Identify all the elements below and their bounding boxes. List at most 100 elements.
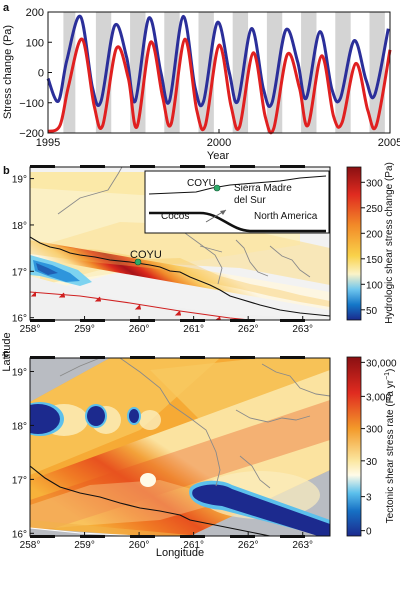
- panel_c-cb-label-5: 0: [366, 527, 372, 538]
- xtick-label-a-0: 1995: [36, 137, 60, 149]
- panel_b-lat-label-0: 19°: [12, 175, 27, 186]
- panel_b-lon-label-5: 263°: [292, 324, 313, 335]
- panel-a-ylabel: Stress change (Pa): [2, 25, 14, 119]
- panel_b-cb-label-3: 150: [366, 255, 383, 266]
- panel_b-lat-label-2: 17°: [12, 267, 27, 278]
- colorbar-c: [346, 356, 362, 537]
- panel_b-border-bottom-0: [30, 319, 55, 322]
- panel_c-border-top-0: [30, 356, 55, 359]
- panel_c-lat-label-1: 18°: [12, 421, 27, 432]
- inset-range-label: Sierra Madre: [234, 183, 292, 194]
- wet-band-6: [266, 12, 283, 133]
- colorbar-c-label: Tectonic shear stress rate (Pa yr−1): [384, 369, 396, 524]
- panel_b-border-top-2: [80, 165, 105, 168]
- wet-band-0: [63, 12, 76, 133]
- site-label-b: COYU: [130, 249, 162, 261]
- panel_c-cb-label-2: 300: [366, 425, 383, 436]
- panel_c-cb-label-0: 30,000: [366, 358, 397, 369]
- panel_c-border-top-10: [280, 356, 305, 359]
- xtick-label-a-1: 2000: [207, 137, 231, 149]
- panel_b-border-bottom-10: [280, 319, 305, 322]
- panel-c-map: [30, 358, 330, 536]
- panel_c-cb-label-3: 30: [366, 457, 378, 468]
- panel_c-lon-label-4: 262°: [238, 540, 259, 551]
- panel-c-label: c: [3, 348, 9, 360]
- panel_b-cb-label-2: 200: [366, 229, 383, 240]
- panel_b-lon-label-3: 261°: [183, 324, 204, 335]
- wet-band-5: [232, 12, 249, 133]
- panel_c-border-bottom-4: [130, 535, 155, 538]
- colorbar-b-label: Hydrologic shear stress change (Pa): [384, 162, 395, 324]
- panel_b-lon-label-0: 258°: [20, 324, 41, 335]
- ytick-label-a-0: 200: [26, 7, 44, 19]
- panel_c-border-bottom-10: [280, 535, 305, 538]
- panel_c-border-top-8: [230, 356, 255, 359]
- panel_b-border-bottom-8: [230, 319, 255, 322]
- panel_c-cb-label-1: 3,000: [366, 392, 391, 403]
- panel_b-cb-label-1: 250: [366, 204, 383, 215]
- panel-b-lat-ticks: 19° 18° 17° 16°: [12, 175, 34, 325]
- inset-range-label-2: del Sur: [234, 195, 266, 206]
- series-line-1: [47, 37, 392, 135]
- panel_b-cb-label-5: 50: [366, 306, 378, 317]
- longitude-label: Longitude: [156, 547, 204, 559]
- panel-c-lat-ticks: 19° 18° 17° 16°: [12, 367, 34, 540]
- ytick-label-a-1: 100: [26, 37, 44, 49]
- wet-band-9: [369, 12, 385, 133]
- panel-b-lon-ticks: 258° 259° 260° 261° 262° 263°: [20, 165, 313, 335]
- colorbar-b: [346, 166, 362, 321]
- panel_b-border-top-10: [280, 165, 305, 168]
- panel_c-lon-label-1: 259°: [74, 540, 95, 551]
- panel_b-cb-label-0: 300: [366, 178, 383, 189]
- panel_c-cb-label-4: 3: [366, 493, 372, 504]
- panel_b-border-bottom-6: [180, 319, 205, 322]
- latitude-label: Latitude: [1, 332, 13, 371]
- panel_b-lat-label-1: 18°: [12, 221, 27, 232]
- ytick-label-a-2: 0: [38, 68, 44, 80]
- panel_b-border-top-8: [230, 165, 255, 168]
- inset-plate-north-america: North America: [254, 211, 318, 222]
- panel_b-lon-label-2: 260°: [129, 324, 150, 335]
- panel_b-border-top-6: [180, 165, 205, 168]
- colorbar-c-label-close: ): [385, 369, 396, 372]
- panel_c-lat-label-2: 17°: [12, 475, 27, 486]
- panel_b-lon-label-4: 262°: [238, 324, 259, 335]
- panel-c-lon-ticks: 258° 259° 260° 261° 262° 263°: [20, 356, 313, 551]
- stress-series-lines: [46, 15, 392, 135]
- panel_c-border-bottom-6: [180, 535, 205, 538]
- panel_c-border-top-6: [180, 356, 205, 359]
- inset-plate-cocos: Cocos: [161, 211, 189, 222]
- panel_c-lon-label-2: 260°: [129, 540, 150, 551]
- panel_c-border-bottom-8: [230, 535, 255, 538]
- panel_b-lon-label-1: 259°: [74, 324, 95, 335]
- ytick-label-a-3: −100: [19, 98, 44, 110]
- panel-a-xlabel: Year: [207, 150, 230, 162]
- panel-a-label: a: [3, 2, 10, 14]
- xtick-label-a-2: 2005: [378, 137, 400, 149]
- panel_b-border-bottom-4: [130, 319, 155, 322]
- panel_c-lon-label-3: 261°: [183, 540, 204, 551]
- series-line-0: [46, 15, 390, 109]
- panel_c-border-bottom-0: [30, 535, 55, 538]
- tectonic-inset: COYU Sierra Madre del Sur Cocos North Am…: [144, 170, 330, 234]
- panel-a-yticks: 200 100 0 −100 −200: [19, 7, 52, 140]
- panel_c-lat-label-3: 16°: [12, 529, 27, 540]
- panel_c-lat-label-0: 19°: [12, 367, 27, 378]
- colorbar-b-ticks: 300 250 200 150 100 50: [361, 178, 383, 317]
- panel_b-border-top-0: [30, 165, 55, 168]
- panel_c-lon-label-5: 263°: [292, 540, 313, 551]
- panel_b-border-top-4: [130, 165, 155, 168]
- panel_c-border-top-2: [80, 356, 105, 359]
- panel_c-border-top-4: [130, 356, 155, 359]
- ytick-label-a-4: −200: [19, 128, 44, 140]
- colorbar-c-label-main: Tectonic shear stress rate (Pa yr: [385, 379, 396, 523]
- inset-site-label: COYU: [187, 178, 216, 189]
- panel-b-label: b: [3, 165, 10, 177]
- panel-a-xticks: 1995 2000 2005: [36, 129, 400, 149]
- panel_b-lat-label-3: 16°: [12, 314, 27, 325]
- colorbar-c-label-sup: −1: [384, 372, 391, 380]
- panel_c-border-bottom-2: [80, 535, 105, 538]
- panel_b-cb-label-4: 100: [366, 280, 383, 291]
